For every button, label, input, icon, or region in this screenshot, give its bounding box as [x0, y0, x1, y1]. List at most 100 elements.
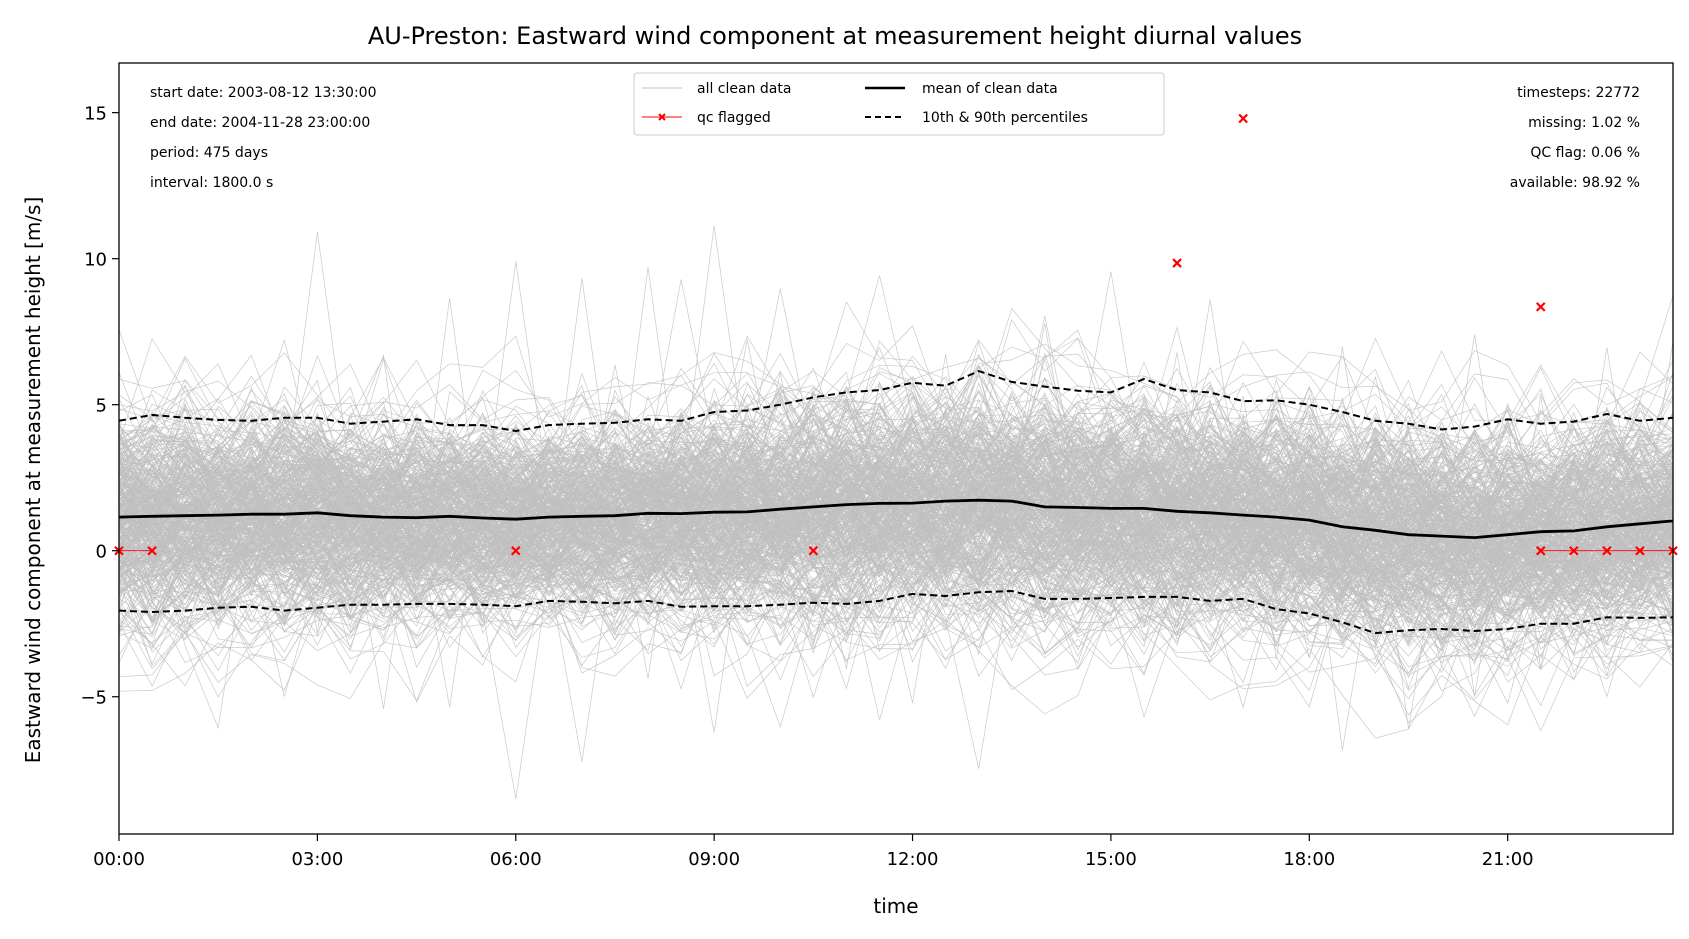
- clean-data-trace: [119, 295, 1673, 446]
- clean-data-trace: [119, 375, 1673, 511]
- legend-label-mean: mean of clean data: [922, 81, 1058, 97]
- y-tick-label: 10: [84, 250, 107, 271]
- clean-data-trace: [119, 352, 1673, 638]
- clean-data-trace: [119, 275, 1673, 599]
- clean-data-trace: [119, 469, 1673, 703]
- qc-flagged-point: [1535, 545, 1546, 556]
- clean-data-trace: [119, 505, 1673, 628]
- info-qc-flag: QC flag: 0.06 %: [1530, 145, 1640, 161]
- clean-data-trace: [119, 577, 1673, 718]
- x-tick-label: 12:00: [887, 849, 939, 870]
- info-available: available: 98.92 %: [1510, 175, 1640, 191]
- plot-area: [114, 113, 1678, 800]
- info-right: timesteps: 22772 missing: 1.02 % QC flag…: [1510, 85, 1640, 191]
- percentile-10-line: [119, 589, 1673, 635]
- legend-label-qc: qc flagged: [697, 110, 771, 126]
- clean-data-trace: [119, 458, 1673, 576]
- x-axis-label: time: [873, 894, 918, 918]
- info-end-date: end date: 2004-11-28 23:00:00: [150, 115, 370, 131]
- legend-qc-marker-icon: [658, 113, 666, 121]
- clean-data-trace: [119, 415, 1673, 612]
- chart-title: AU-Preston: Eastward wind component at m…: [368, 22, 1302, 50]
- clean-data-trace: [119, 414, 1673, 537]
- clean-data-trace: [119, 449, 1673, 564]
- clean-data-trace: [119, 412, 1673, 558]
- clean-data-trace: [119, 471, 1673, 597]
- clean-data-trace: [119, 413, 1673, 630]
- clean-data-trace: [119, 533, 1673, 659]
- legend-label-clean: all clean data: [697, 81, 791, 97]
- plot-frame: [118, 62, 1674, 835]
- qc-flagged-point: [510, 545, 521, 556]
- mean-line: [119, 498, 1673, 540]
- qc-flagged-point: [1172, 258, 1182, 268]
- y-tick-label: 5: [96, 396, 107, 417]
- x-tick-label: 06:00: [490, 849, 542, 870]
- y-tick-label: −5: [80, 688, 107, 709]
- clean-data-trace: [119, 440, 1673, 559]
- info-timesteps: timesteps: 22772: [1517, 85, 1640, 101]
- clean-data-trace: [119, 486, 1673, 646]
- qc-flagged-point: [1535, 302, 1546, 312]
- clean-data-trace: [119, 478, 1673, 660]
- clean-data-trace: [119, 339, 1673, 574]
- clean-data-trace: [119, 509, 1673, 629]
- clean-data-trace: [119, 423, 1673, 596]
- clean-data-trace: [119, 393, 1673, 571]
- clean-data-trace: [119, 459, 1673, 569]
- clean-data-trace: [119, 471, 1673, 623]
- axis-ticks: 00:00 03:00 06:00 09:00 12:00 15:00 18:00 21:00…: [80, 104, 1533, 870]
- clean-data-trace: [119, 486, 1673, 643]
- clean-data-trace: [119, 500, 1673, 643]
- info-interval: interval: 1800.0 s: [150, 175, 273, 191]
- legend-box: [633, 72, 1165, 136]
- clean-data-trace: [119, 408, 1673, 570]
- clean-data-traces: [119, 225, 1673, 800]
- x-tick-label: 15:00: [1085, 849, 1137, 870]
- clean-data-trace: [119, 366, 1673, 507]
- qc-flagged-point: [1238, 113, 1248, 124]
- y-tick-label: 15: [84, 104, 107, 125]
- info-start-date: start date: 2003-08-12 13:30:00: [150, 85, 376, 101]
- clean-data-trace: [119, 340, 1673, 484]
- clean-data-trace: [119, 436, 1673, 557]
- clean-data-trace: [119, 441, 1673, 592]
- clean-data-trace: [119, 500, 1673, 639]
- clean-data-trace: [119, 434, 1673, 577]
- x-tick-label: 03:00: [291, 849, 343, 870]
- clean-data-trace: [119, 435, 1673, 568]
- clean-data-trace: [119, 550, 1673, 664]
- clean-data-trace: [119, 450, 1673, 605]
- x-tick-label: 09:00: [688, 849, 740, 870]
- clean-data-trace: [119, 540, 1673, 697]
- percentile-90-line: [119, 370, 1673, 433]
- clean-data-trace: [119, 334, 1673, 546]
- clean-data-trace: [119, 553, 1673, 668]
- clean-data-trace: [119, 365, 1673, 529]
- qc-flagged-point: [147, 545, 157, 556]
- clean-data-trace: [119, 398, 1673, 524]
- clean-data-trace: [119, 422, 1673, 556]
- clean-data-trace: [119, 555, 1673, 721]
- clean-data-trace: [119, 497, 1673, 652]
- clean-data-trace: [119, 521, 1673, 683]
- x-tick-label: 18:00: [1283, 849, 1335, 870]
- clean-data-trace: [119, 528, 1673, 653]
- plot-clipped: [119, 225, 1673, 800]
- x-tick-label: 21:00: [1482, 849, 1534, 870]
- qc-flagged-point: [808, 545, 819, 556]
- clean-data-trace: [119, 539, 1673, 672]
- info-period: period: 475 days: [150, 145, 268, 161]
- clean-data-trace: [119, 493, 1673, 691]
- info-missing: missing: 1.02 %: [1528, 115, 1640, 131]
- qc-flagged-point: [1635, 545, 1645, 556]
- clean-data-trace: [119, 431, 1673, 566]
- y-axis-label: Eastward wind component at measurement h…: [21, 197, 45, 764]
- clean-data-trace: [119, 359, 1673, 530]
- clean-data-trace: [119, 278, 1673, 576]
- legend: all clean data qc flagged mean of clean …: [633, 72, 1165, 136]
- clean-data-trace: [119, 409, 1673, 572]
- qc-flagged-point: [1602, 545, 1612, 556]
- legend-label-percentiles: 10th & 90th percentiles: [922, 110, 1088, 126]
